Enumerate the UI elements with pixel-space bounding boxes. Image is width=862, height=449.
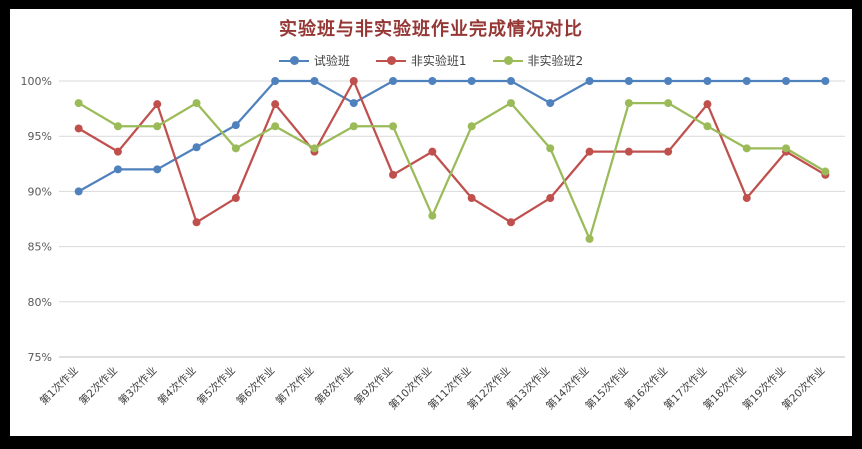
svg-text:第2次作业: 第2次作业 [76, 364, 120, 408]
svg-text:第3次作业: 第3次作业 [116, 364, 160, 408]
legend-label: 非实验班1 [410, 54, 467, 69]
svg-text:90%: 90% [28, 185, 52, 198]
svg-text:第7次作业: 第7次作业 [273, 364, 317, 408]
svg-text:第4次作业: 第4次作业 [155, 364, 199, 408]
legend-label: 试验班 [313, 54, 350, 69]
chart-card: 实验班与非实验班作业完成情况对比 试验班 非实验班1 非实验班2 [10, 9, 852, 436]
line-dot-marker-icon [375, 56, 406, 66]
svg-text:第6次作业: 第6次作业 [234, 364, 278, 408]
svg-text:85%: 85% [28, 240, 52, 253]
svg-text:第5次作业: 第5次作业 [194, 364, 238, 408]
svg-text:75%: 75% [28, 351, 52, 364]
svg-text:第1次作业: 第1次作业 [37, 364, 81, 408]
legend-item-feishiyanban2: 非实验班2 [492, 52, 584, 69]
legend-label: 非实验班2 [527, 54, 584, 69]
chart-legend: 试验班 非实验班1 非实验班2 [278, 51, 584, 71]
svg-text:第20次作业: 第20次作业 [779, 364, 827, 412]
chart-title: 实验班与非实验班作业完成情况对比 [279, 19, 583, 40]
line-dot-marker-icon [278, 56, 309, 66]
svg-text:80%: 80% [28, 295, 52, 308]
legend-item-shiyanban: 试验班 [278, 52, 350, 69]
svg-text:100%: 100% [21, 75, 52, 88]
line-chart: 75%80%85%90%95%100%第1次作业第2次作业第3次作业第4次作业第… [21, 75, 845, 412]
plot-area-wrap: 75% 80% 85% 90% 95% 100% 第1次作业 第2次作业 第3次作业 第4次作业第… [9, 73, 853, 436]
svg-text:第8次作业: 第8次作业 [312, 364, 356, 408]
legend-item-feishiyanban1: 非实验班1 [375, 52, 467, 69]
line-dot-marker-icon [492, 56, 523, 66]
svg-text:95%: 95% [28, 130, 52, 143]
